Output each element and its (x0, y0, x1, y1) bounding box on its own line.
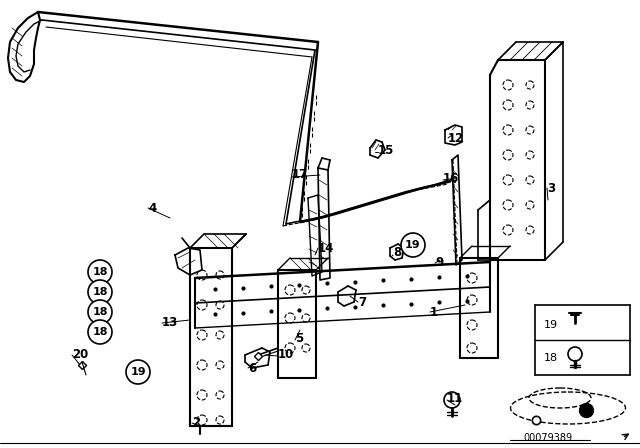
Text: 17: 17 (292, 168, 308, 181)
Text: 2: 2 (192, 415, 200, 428)
Circle shape (88, 320, 112, 344)
Text: 19: 19 (544, 320, 558, 330)
Text: 12: 12 (448, 132, 464, 145)
Text: 19: 19 (405, 240, 421, 250)
Text: 8: 8 (393, 246, 401, 258)
Text: 13: 13 (162, 315, 179, 328)
Text: 18: 18 (544, 353, 558, 363)
Circle shape (88, 260, 112, 284)
Text: 18: 18 (92, 267, 108, 277)
Text: 18: 18 (92, 327, 108, 337)
Text: 4: 4 (148, 202, 156, 215)
Circle shape (126, 360, 150, 384)
Text: 00079389: 00079389 (524, 433, 573, 443)
Text: 18: 18 (92, 307, 108, 317)
Text: 16: 16 (443, 172, 460, 185)
Circle shape (401, 233, 425, 257)
Circle shape (88, 280, 112, 304)
Text: 18: 18 (92, 287, 108, 297)
Text: 9: 9 (435, 255, 444, 268)
Text: 3: 3 (547, 181, 555, 194)
Text: 1: 1 (430, 306, 438, 319)
Text: 6: 6 (248, 362, 256, 375)
Circle shape (88, 300, 112, 324)
Text: 14: 14 (318, 241, 334, 254)
Text: 10: 10 (278, 349, 294, 362)
Text: 15: 15 (378, 143, 394, 156)
Text: 20: 20 (72, 349, 88, 362)
Text: 11: 11 (447, 392, 463, 405)
Text: 7: 7 (358, 296, 366, 309)
Text: 19: 19 (130, 367, 146, 377)
Text: 5: 5 (295, 332, 303, 345)
